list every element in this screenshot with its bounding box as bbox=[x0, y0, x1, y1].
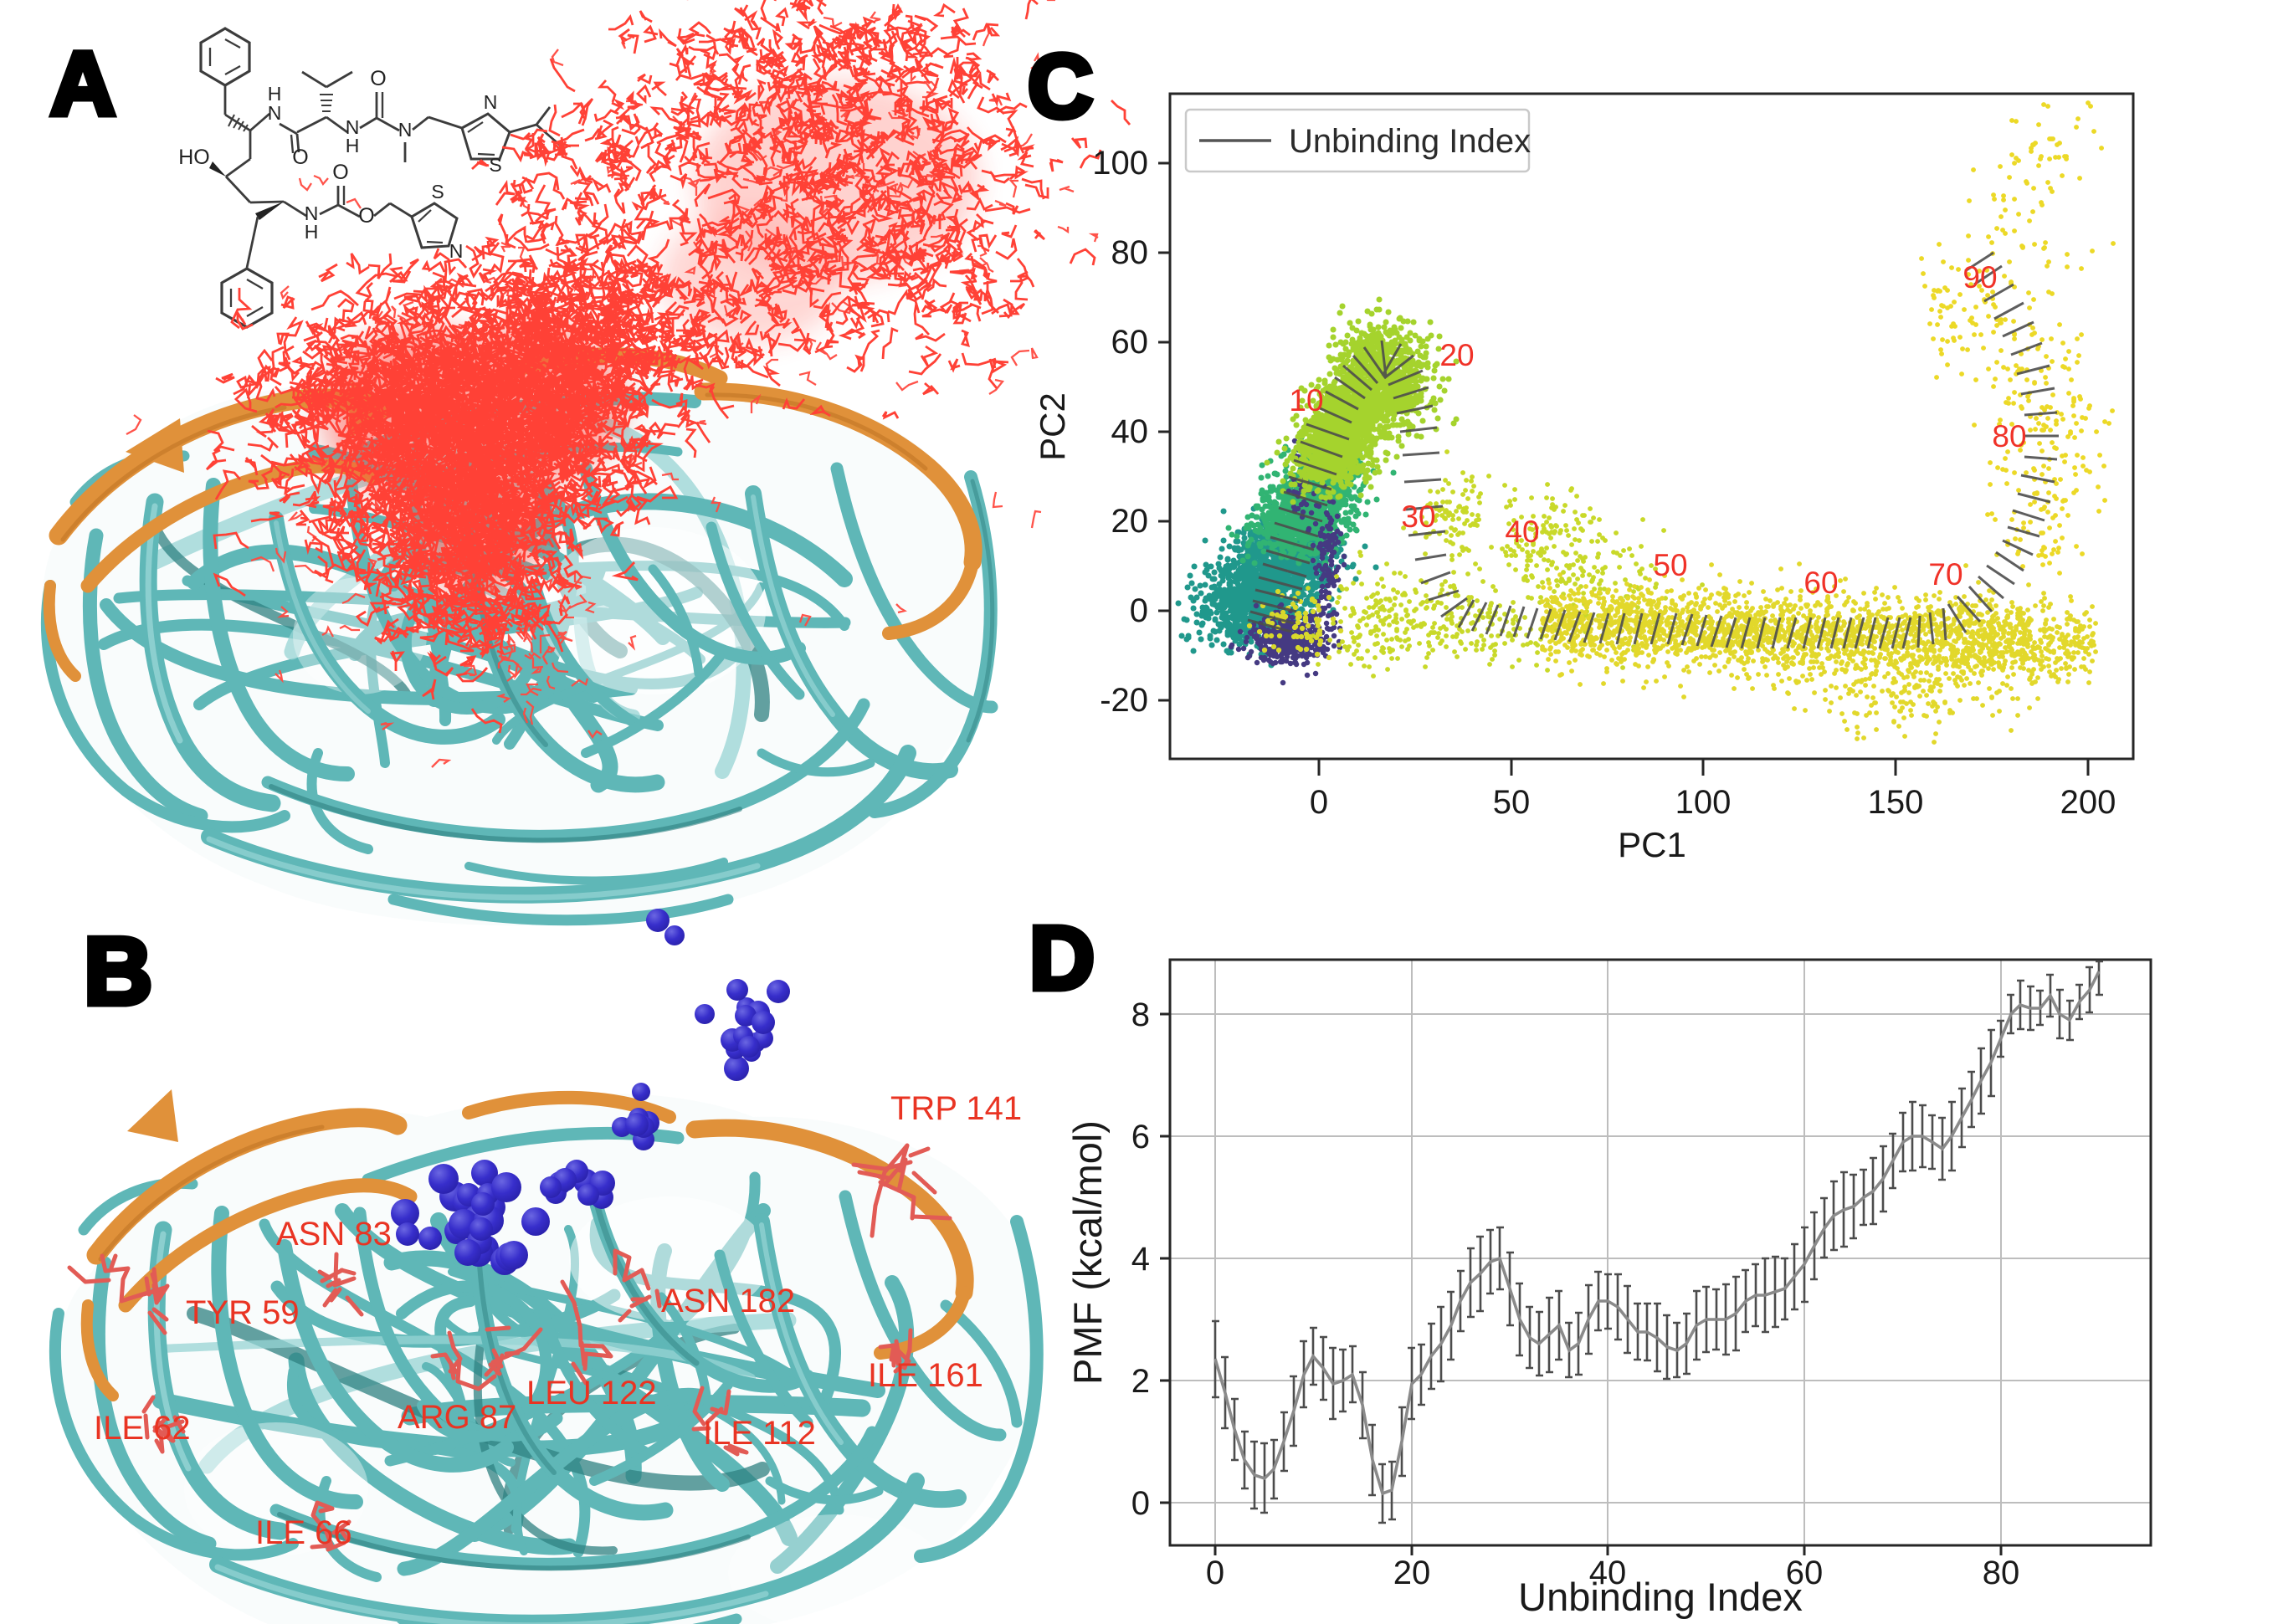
svg-text:4: 4 bbox=[1131, 1241, 1150, 1278]
svg-text:H: H bbox=[346, 135, 360, 156]
svg-text:O: O bbox=[370, 67, 386, 90]
svg-text:TRP 141: TRP 141 bbox=[890, 1090, 1022, 1127]
svg-text:200: 200 bbox=[2060, 784, 2116, 821]
svg-text:N: N bbox=[398, 119, 413, 141]
svg-text:N: N bbox=[484, 91, 498, 113]
svg-text:ILE 66: ILE 66 bbox=[255, 1514, 352, 1551]
svg-text:S: S bbox=[431, 181, 444, 202]
svg-text:O: O bbox=[332, 161, 348, 184]
svg-text:20: 20 bbox=[1111, 503, 1149, 540]
svg-text:ASN 182: ASN 182 bbox=[661, 1283, 795, 1319]
svg-text:80: 80 bbox=[1983, 1555, 2020, 1591]
svg-text:70: 70 bbox=[1928, 557, 1962, 592]
svg-text:ASN 83: ASN 83 bbox=[276, 1216, 392, 1253]
svg-text:80: 80 bbox=[1992, 419, 2026, 453]
svg-text:40: 40 bbox=[1111, 413, 1149, 450]
svg-text:60: 60 bbox=[1803, 566, 1838, 600]
svg-text:10: 10 bbox=[1289, 383, 1323, 418]
svg-text:ILE 112: ILE 112 bbox=[703, 1415, 816, 1452]
svg-text:Unbinding Index: Unbinding Index bbox=[1518, 1575, 1803, 1619]
svg-text:30: 30 bbox=[1401, 499, 1435, 534]
svg-text:N: N bbox=[449, 240, 464, 262]
svg-text:ILE 62: ILE 62 bbox=[94, 1410, 191, 1447]
svg-text:80: 80 bbox=[1111, 234, 1149, 271]
svg-text:PC2: PC2 bbox=[1033, 392, 1072, 461]
svg-text:S: S bbox=[489, 154, 501, 176]
svg-text:6: 6 bbox=[1131, 1119, 1150, 1155]
svg-text:H: H bbox=[305, 221, 319, 243]
svg-text:HO: HO bbox=[178, 146, 210, 169]
svg-text:100: 100 bbox=[1675, 784, 1732, 821]
svg-text:20: 20 bbox=[1439, 338, 1474, 372]
svg-text:N: N bbox=[268, 102, 282, 124]
svg-text:Unbinding Index: Unbinding Index bbox=[1289, 123, 1531, 160]
svg-text:20: 20 bbox=[1393, 1555, 1431, 1591]
svg-text:100: 100 bbox=[1092, 145, 1148, 182]
svg-text:40: 40 bbox=[1505, 515, 1539, 549]
svg-text:C: C bbox=[1028, 35, 1093, 136]
svg-text:0: 0 bbox=[1130, 592, 1148, 629]
svg-text:50: 50 bbox=[1653, 548, 1687, 582]
svg-text:N: N bbox=[346, 116, 360, 138]
svg-text:60: 60 bbox=[1111, 324, 1149, 361]
svg-text:150: 150 bbox=[1868, 784, 1924, 821]
svg-text:H: H bbox=[268, 83, 282, 105]
svg-text:A: A bbox=[50, 33, 115, 134]
svg-text:60: 60 bbox=[1786, 1555, 1824, 1591]
svg-text:TYR 59: TYR 59 bbox=[186, 1294, 300, 1331]
svg-text:D: D bbox=[1029, 907, 1095, 1008]
svg-text:O: O bbox=[292, 146, 308, 169]
svg-text:0: 0 bbox=[1310, 784, 1328, 821]
svg-text:N: N bbox=[305, 202, 319, 224]
svg-text:8: 8 bbox=[1131, 996, 1150, 1033]
svg-text:-20: -20 bbox=[1100, 682, 1148, 719]
svg-text:0: 0 bbox=[1131, 1485, 1150, 1522]
svg-text:PC1: PC1 bbox=[1618, 825, 1686, 864]
svg-text:40: 40 bbox=[1589, 1555, 1627, 1591]
svg-text:PMF (kcal/mol): PMF (kcal/mol) bbox=[1065, 1120, 1110, 1385]
svg-text:ILE 161: ILE 161 bbox=[868, 1357, 983, 1394]
svg-text:B: B bbox=[84, 919, 152, 1025]
svg-text:50: 50 bbox=[1493, 784, 1531, 821]
svg-text:LEU 122: LEU 122 bbox=[526, 1375, 657, 1411]
svg-text:2: 2 bbox=[1131, 1363, 1150, 1400]
svg-text:90: 90 bbox=[1962, 260, 1997, 295]
svg-text:ARG 87: ARG 87 bbox=[398, 1399, 516, 1436]
svg-text:O: O bbox=[358, 204, 374, 228]
svg-text:0: 0 bbox=[1206, 1555, 1224, 1591]
